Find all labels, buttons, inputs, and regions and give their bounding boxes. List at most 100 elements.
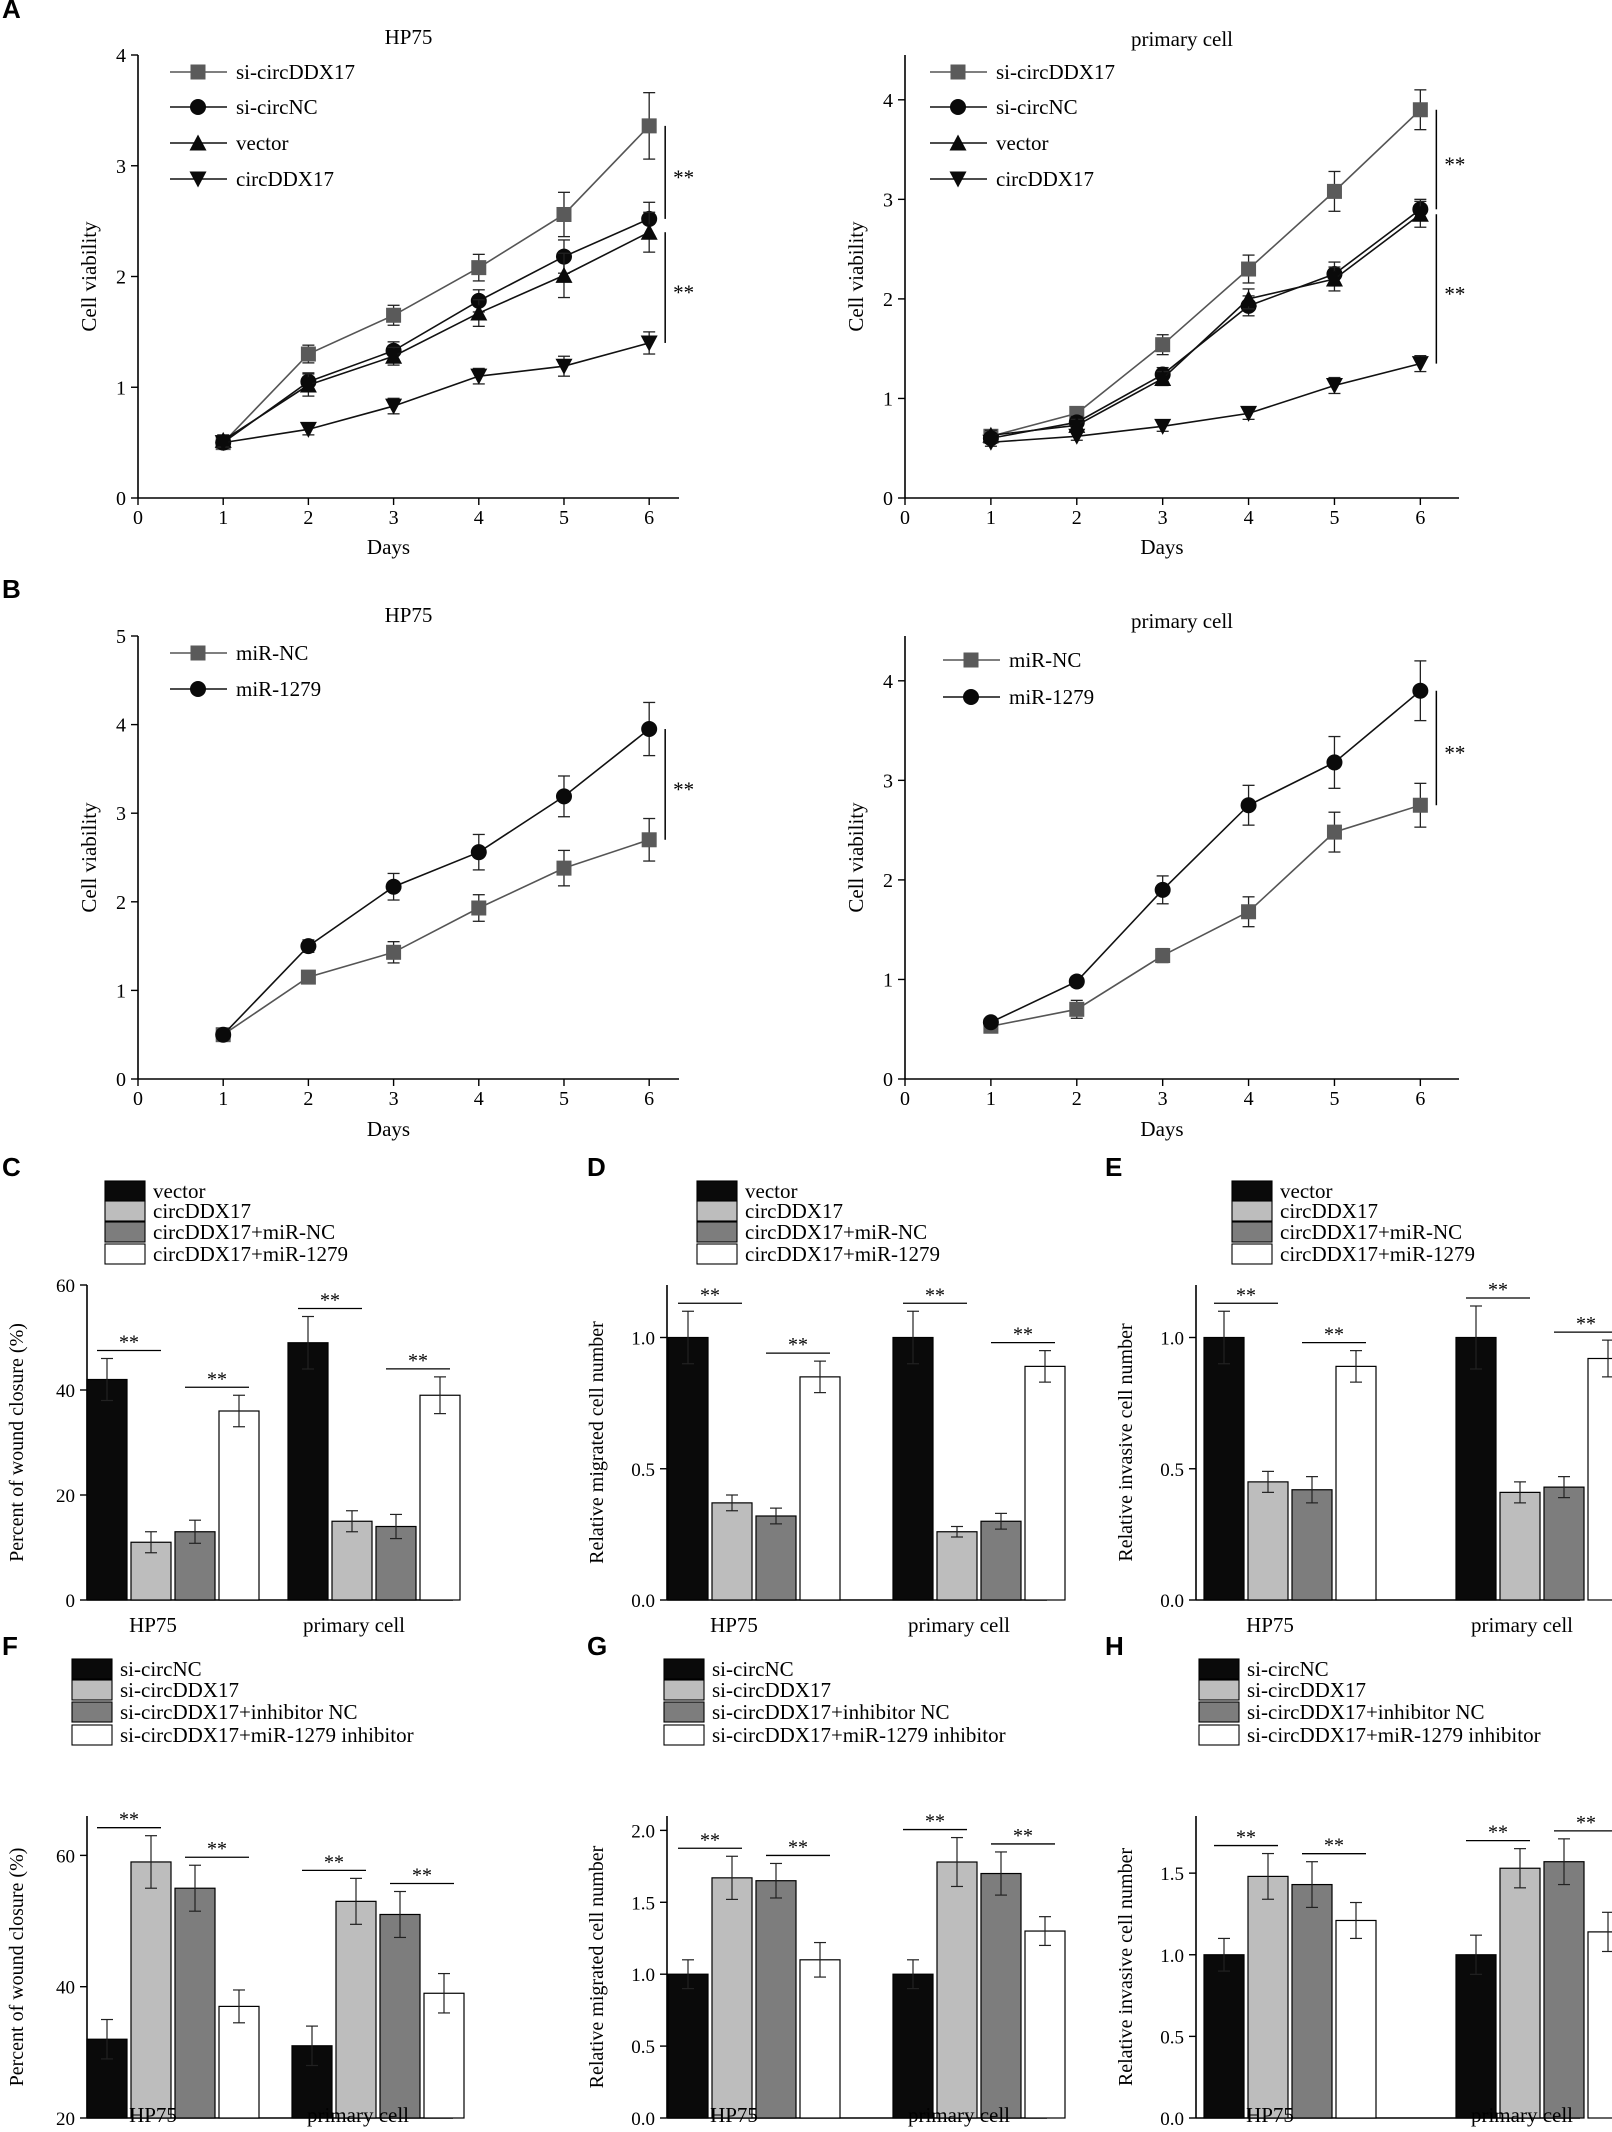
- x-tick-label: 5: [559, 507, 569, 529]
- series-si-circNC: si-circNC: [170, 95, 658, 451]
- bar-si-circDDX17: [1499, 1867, 1541, 2119]
- legend-marker: [950, 64, 966, 80]
- y-tick-label: 2: [116, 267, 126, 289]
- y-tick-label: 0.5: [631, 1460, 655, 1481]
- series-line: [990, 208, 1421, 440]
- y-tick-label: 1.5: [1160, 1864, 1184, 1885]
- bar-si-circDDX17: [711, 1877, 753, 2119]
- panel-letter-b: B: [2, 574, 21, 604]
- series-line: [222, 125, 650, 444]
- x-tick-label: 2: [1072, 1088, 1082, 1110]
- legend-label: si-circDDX17+miR-1279 inhibitor: [120, 1723, 414, 1747]
- data-point: [1240, 797, 1257, 814]
- category-label: primary cell: [307, 2103, 409, 2127]
- data-point: [470, 304, 488, 321]
- bar-circDDX17: [1247, 1481, 1289, 1601]
- data-point: [1325, 270, 1343, 287]
- x-tick-label: 4: [1244, 1088, 1254, 1110]
- data-point: [470, 368, 488, 385]
- significance-label: **: [1488, 1822, 1508, 1844]
- y-tick-label: 60: [56, 1276, 75, 1297]
- legend-swatch: [71, 1724, 113, 1746]
- data-point: [1412, 102, 1428, 118]
- y-tick-label: 0.5: [1160, 1460, 1184, 1481]
- series-line: [990, 690, 1421, 1023]
- legend-swatch: [696, 1200, 738, 1222]
- bar-circDDX17+miR-NC: [1291, 1489, 1333, 1601]
- y-tick-label: 3: [116, 803, 126, 825]
- x-tick-label: 0: [900, 1088, 910, 1110]
- data-point: [385, 347, 403, 364]
- significance-label: **: [324, 1851, 344, 1873]
- x-axis-label: Days: [1140, 1117, 1183, 1141]
- y-axis-label: Relative migrated cell number: [586, 1845, 608, 2088]
- significance-label: **: [207, 1368, 227, 1390]
- bar-si-circDDX17: [335, 1900, 377, 2119]
- y-tick-label: 2: [883, 289, 893, 311]
- bar-vector: [86, 1378, 128, 1601]
- legend-label: si-circDDX17: [120, 1678, 239, 1702]
- data-point: [1411, 356, 1429, 373]
- y-tick-label: 1.5: [631, 1893, 655, 1914]
- x-tick-label: 4: [1244, 507, 1254, 529]
- y-tick-label: 3: [883, 189, 893, 211]
- legend-swatch: [104, 1200, 146, 1222]
- x-axis-label: Days: [1140, 535, 1183, 559]
- series-line: [222, 218, 650, 444]
- legend-swatch: [663, 1679, 705, 1701]
- significance-label: **: [925, 1284, 945, 1306]
- y-tick-label: 1.0: [1160, 1329, 1184, 1350]
- x-tick-label: 5: [559, 1088, 569, 1110]
- x-tick-label: 0: [133, 1088, 143, 1110]
- data-point: [1325, 378, 1343, 395]
- significance-label: **: [320, 1290, 340, 1312]
- legend-label: si-circNC: [120, 1657, 202, 1681]
- legend-label: vector: [153, 1179, 205, 1203]
- data-point: [641, 832, 657, 848]
- series-line: [222, 839, 650, 1036]
- data-point: [1155, 337, 1171, 353]
- series-miR-NC: miR-NC: [170, 641, 657, 1043]
- legend-label: circDDX17: [153, 1199, 251, 1223]
- bar-circDDX17+miR-1279: [1587, 1357, 1612, 1601]
- data-point: [1326, 824, 1342, 840]
- legend-swatch: [1198, 1724, 1240, 1746]
- bar-si-circDDX17+miR-1279 inhibitor: [423, 1992, 465, 2119]
- x-tick-label: 1: [218, 507, 228, 529]
- data-point: [640, 335, 658, 352]
- x-tick-label: 6: [1415, 507, 1425, 529]
- y-tick-label: 0.5: [1160, 2027, 1184, 2048]
- data-point: [1326, 754, 1343, 771]
- series-line: [222, 728, 650, 1036]
- legend-swatch: [71, 1679, 113, 1701]
- bar-circDDX17+miR-NC: [1543, 1486, 1585, 1601]
- data-point: [386, 307, 402, 323]
- significance-label: **: [1444, 282, 1465, 306]
- legend-marker: [190, 645, 206, 661]
- legend-label: si-circDDX17+inhibitor NC: [712, 1700, 950, 1724]
- bar-si-circDDX17+miR-1279 inhibitor: [1024, 1930, 1066, 2119]
- data-point: [1154, 370, 1172, 387]
- y-axis-label: Percent of wound closure (%): [6, 1848, 28, 2087]
- significance-label: **: [673, 777, 694, 801]
- bar-circDDX17+miR-1279: [799, 1376, 841, 1601]
- bar-circDDX17: [331, 1520, 373, 1601]
- legend-marker: [963, 689, 979, 705]
- data-point: [299, 376, 317, 393]
- legend-swatch: [104, 1221, 146, 1243]
- category-label: primary cell: [1471, 1613, 1573, 1637]
- legend-marker: [189, 171, 207, 188]
- legend-swatch: [663, 1658, 705, 1680]
- x-tick-label: 4: [474, 1088, 484, 1110]
- chart-title: primary cell: [1131, 609, 1233, 633]
- data-point: [1240, 405, 1258, 422]
- y-tick-label: 0.0: [631, 2109, 655, 2130]
- legend-label: si-circDDX17+inhibitor NC: [1247, 1700, 1485, 1724]
- legend-marker: [949, 171, 967, 188]
- series-circDDX17: circDDX17: [930, 167, 1429, 451]
- y-tick-label: 40: [56, 1381, 75, 1402]
- bar-si-circNC: [667, 1973, 709, 2119]
- legend-label: si-circDDX17: [1247, 1678, 1366, 1702]
- line-chart-2: 0 1 2 3 4 5 6 0 1 2 3 4 primary cell Days Cell viabili…: [844, 27, 1465, 559]
- significance-label: **: [408, 1350, 428, 1372]
